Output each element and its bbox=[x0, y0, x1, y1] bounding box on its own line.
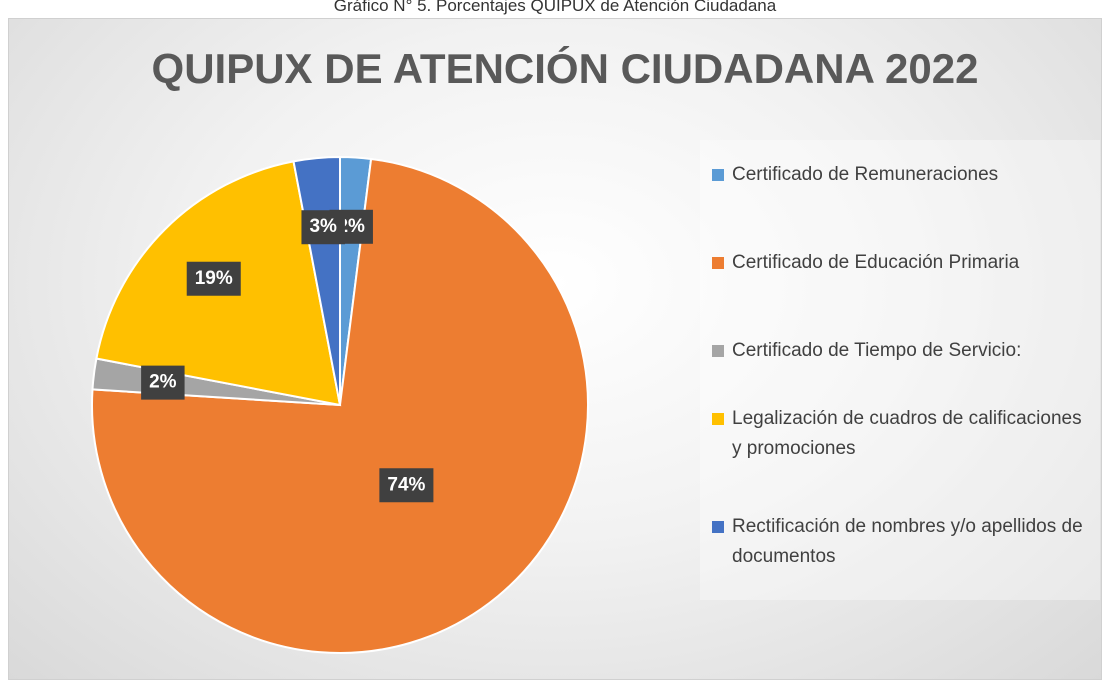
caption: Gráfico N° 5. Porcentajes QUIPUX de Aten… bbox=[333, 0, 777, 15]
chart-title: QUIPUX DE ATENCIÓN CIUDADANA 2022 bbox=[152, 44, 979, 92]
legend-item: Rectificación de nombres y/o apellidos d… bbox=[712, 512, 1092, 572]
data-label: 2% bbox=[149, 372, 177, 393]
legend-swatch bbox=[712, 413, 724, 425]
legend-swatch bbox=[712, 257, 724, 269]
legend-item: Certificado de Educación Primaria bbox=[712, 248, 1092, 278]
legend-swatch bbox=[712, 521, 724, 533]
data-label: 3% bbox=[309, 216, 337, 237]
legend-swatch bbox=[712, 169, 724, 181]
legend: Certificado de Remuneraciones Certificado… bbox=[700, 140, 1100, 600]
legend-swatch bbox=[712, 345, 724, 357]
data-label-box bbox=[301, 210, 345, 245]
data-label-box bbox=[141, 365, 185, 400]
legend-label: Certificado de Remuneraciones bbox=[732, 164, 999, 185]
data-label-box bbox=[186, 261, 241, 296]
legend-item: Certificado de Tiempo de Servicio: bbox=[712, 336, 1092, 366]
data-label-box bbox=[379, 468, 434, 503]
data-label: 19% bbox=[195, 268, 233, 289]
data-label: 74% bbox=[387, 474, 425, 495]
legend-item: Legalización de cuadros de calificacione… bbox=[712, 404, 1092, 464]
legend-item: Certificado de Remuneraciones bbox=[712, 160, 1092, 190]
legend-label: Rectificación de nombres y/o apellidos d… bbox=[732, 516, 1083, 567]
legend-label: Certificado de Tiempo de Servicio: bbox=[732, 340, 1022, 361]
legend-label: Certificado de Educación Primaria bbox=[732, 252, 1020, 273]
legend-label: Legalización de cuadros de calificacione… bbox=[732, 408, 1082, 459]
